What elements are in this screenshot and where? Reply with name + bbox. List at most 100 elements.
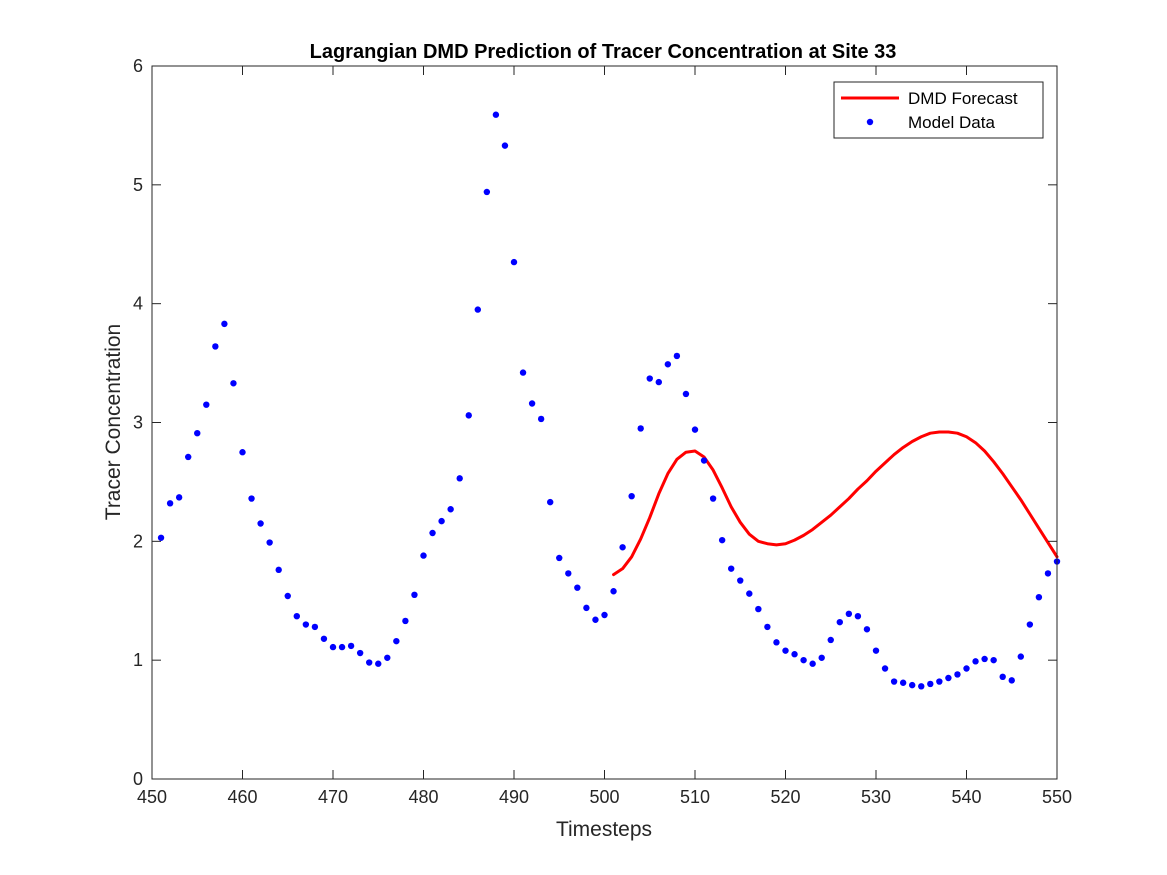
legend-box (833, 81, 1044, 139)
data-point-model-data (773, 639, 780, 646)
x-tick-label: 550 (1042, 787, 1072, 807)
data-point-model-data (700, 457, 708, 464)
data-point-model-data (746, 590, 753, 597)
data-point-model-data (438, 517, 445, 525)
data-point-model-data (284, 592, 291, 600)
y-tick-label: 2 (133, 531, 143, 551)
data-point-model-data (329, 643, 337, 651)
legend-label-model-data: Model Data (908, 113, 995, 132)
data-point-model-data (411, 591, 418, 599)
data-point-model-data (755, 605, 762, 613)
x-tick-label: 470 (318, 787, 348, 807)
x-tick-label: 460 (227, 787, 257, 807)
data-point-model-data (384, 654, 391, 661)
data-point-model-data (628, 492, 635, 500)
x-tick-label: 530 (861, 787, 891, 807)
data-point-model-data (447, 506, 454, 513)
x-tick-label: 540 (951, 787, 981, 807)
series-layer (157, 111, 1061, 690)
data-point-model-data (510, 258, 518, 266)
data-point-model-data (474, 306, 481, 313)
data-point-model-data (682, 390, 690, 398)
y-tick-label: 1 (133, 650, 143, 670)
data-point-model-data (465, 412, 472, 419)
series-line-dmd-forecast (612, 430, 1059, 577)
data-point-model-data (194, 429, 201, 437)
data-point-model-data (239, 449, 246, 456)
data-point-model-data (556, 554, 563, 562)
data-point-model-data (610, 588, 617, 595)
data-point-model-data (311, 623, 319, 631)
data-point-model-data (501, 142, 509, 149)
legend: DMD Forecast Model Data (833, 81, 1044, 139)
x-tick-label: 490 (499, 787, 529, 807)
data-point-model-data (338, 643, 346, 651)
data-point-model-data (185, 453, 192, 461)
x-tick-label: 480 (408, 787, 438, 807)
chart-title: Lagrangian DMD Prediction of Tracer Conc… (310, 41, 897, 63)
data-point-model-data (981, 655, 988, 663)
data-point-model-data (1008, 677, 1015, 684)
data-point-model-data (845, 610, 853, 618)
data-point-model-data (601, 611, 608, 619)
data-point-model-data (909, 681, 916, 689)
data-point-model-data (492, 111, 500, 118)
data-point-model-data (257, 520, 264, 527)
y-tick-label: 3 (133, 413, 143, 433)
data-point-model-data (212, 343, 219, 350)
data-point-model-data (320, 635, 328, 642)
data-point-model-data (565, 570, 572, 577)
data-point-model-data (483, 188, 491, 196)
x-tick-label: 500 (589, 787, 619, 807)
data-point-model-data (293, 613, 300, 620)
data-point-model-data (945, 674, 952, 682)
data-point-model-data (637, 425, 644, 432)
data-point-model-data (809, 660, 816, 667)
data-point-model-data (737, 577, 744, 584)
data-point-model-data (963, 665, 970, 672)
data-point-model-data (420, 552, 427, 559)
data-point-model-data (366, 659, 373, 666)
data-point-model-data (818, 654, 825, 661)
data-point-model-data (954, 671, 961, 678)
data-point-model-data (646, 375, 653, 382)
y-tick-label: 6 (133, 56, 143, 76)
data-point-model-data (519, 369, 527, 376)
data-point-model-data (275, 566, 282, 574)
data-point-model-data (800, 656, 807, 664)
data-point-model-data (927, 680, 934, 688)
data-point-model-data (619, 544, 626, 551)
data-point-model-data (583, 604, 590, 612)
data-point-model-data (999, 673, 1006, 680)
data-point-model-data (881, 665, 889, 672)
plot-area (152, 66, 1057, 779)
x-tick-label: 520 (770, 787, 800, 807)
y-tick-label: 5 (133, 175, 143, 195)
data-point-model-data (1026, 621, 1034, 628)
y-tick-label: 0 (133, 769, 143, 789)
data-point-model-data (592, 616, 599, 623)
data-point-model-data (791, 651, 798, 658)
data-point-model-data (347, 642, 355, 650)
data-point-model-data (728, 565, 735, 572)
data-point-model-data (936, 678, 943, 685)
data-point-model-data (836, 618, 843, 626)
data-point-model-data (166, 500, 174, 507)
data-point-model-data (854, 613, 862, 620)
data-point-model-data (863, 626, 871, 633)
data-point-model-data (266, 539, 273, 546)
data-point-model-data (691, 426, 699, 433)
data-point-model-data (709, 495, 717, 502)
data-point-model-data (872, 647, 880, 654)
data-point-model-data (528, 400, 536, 407)
data-point-model-data (157, 534, 165, 541)
data-point-model-data (456, 475, 463, 482)
data-point-model-data (248, 495, 255, 502)
x-axis-label: Timesteps (556, 818, 652, 841)
data-point-model-data (175, 494, 183, 501)
data-point-model-data (664, 361, 672, 368)
data-point-model-data (203, 401, 210, 408)
data-point-model-data (375, 660, 382, 667)
data-point-model-data (393, 637, 400, 645)
